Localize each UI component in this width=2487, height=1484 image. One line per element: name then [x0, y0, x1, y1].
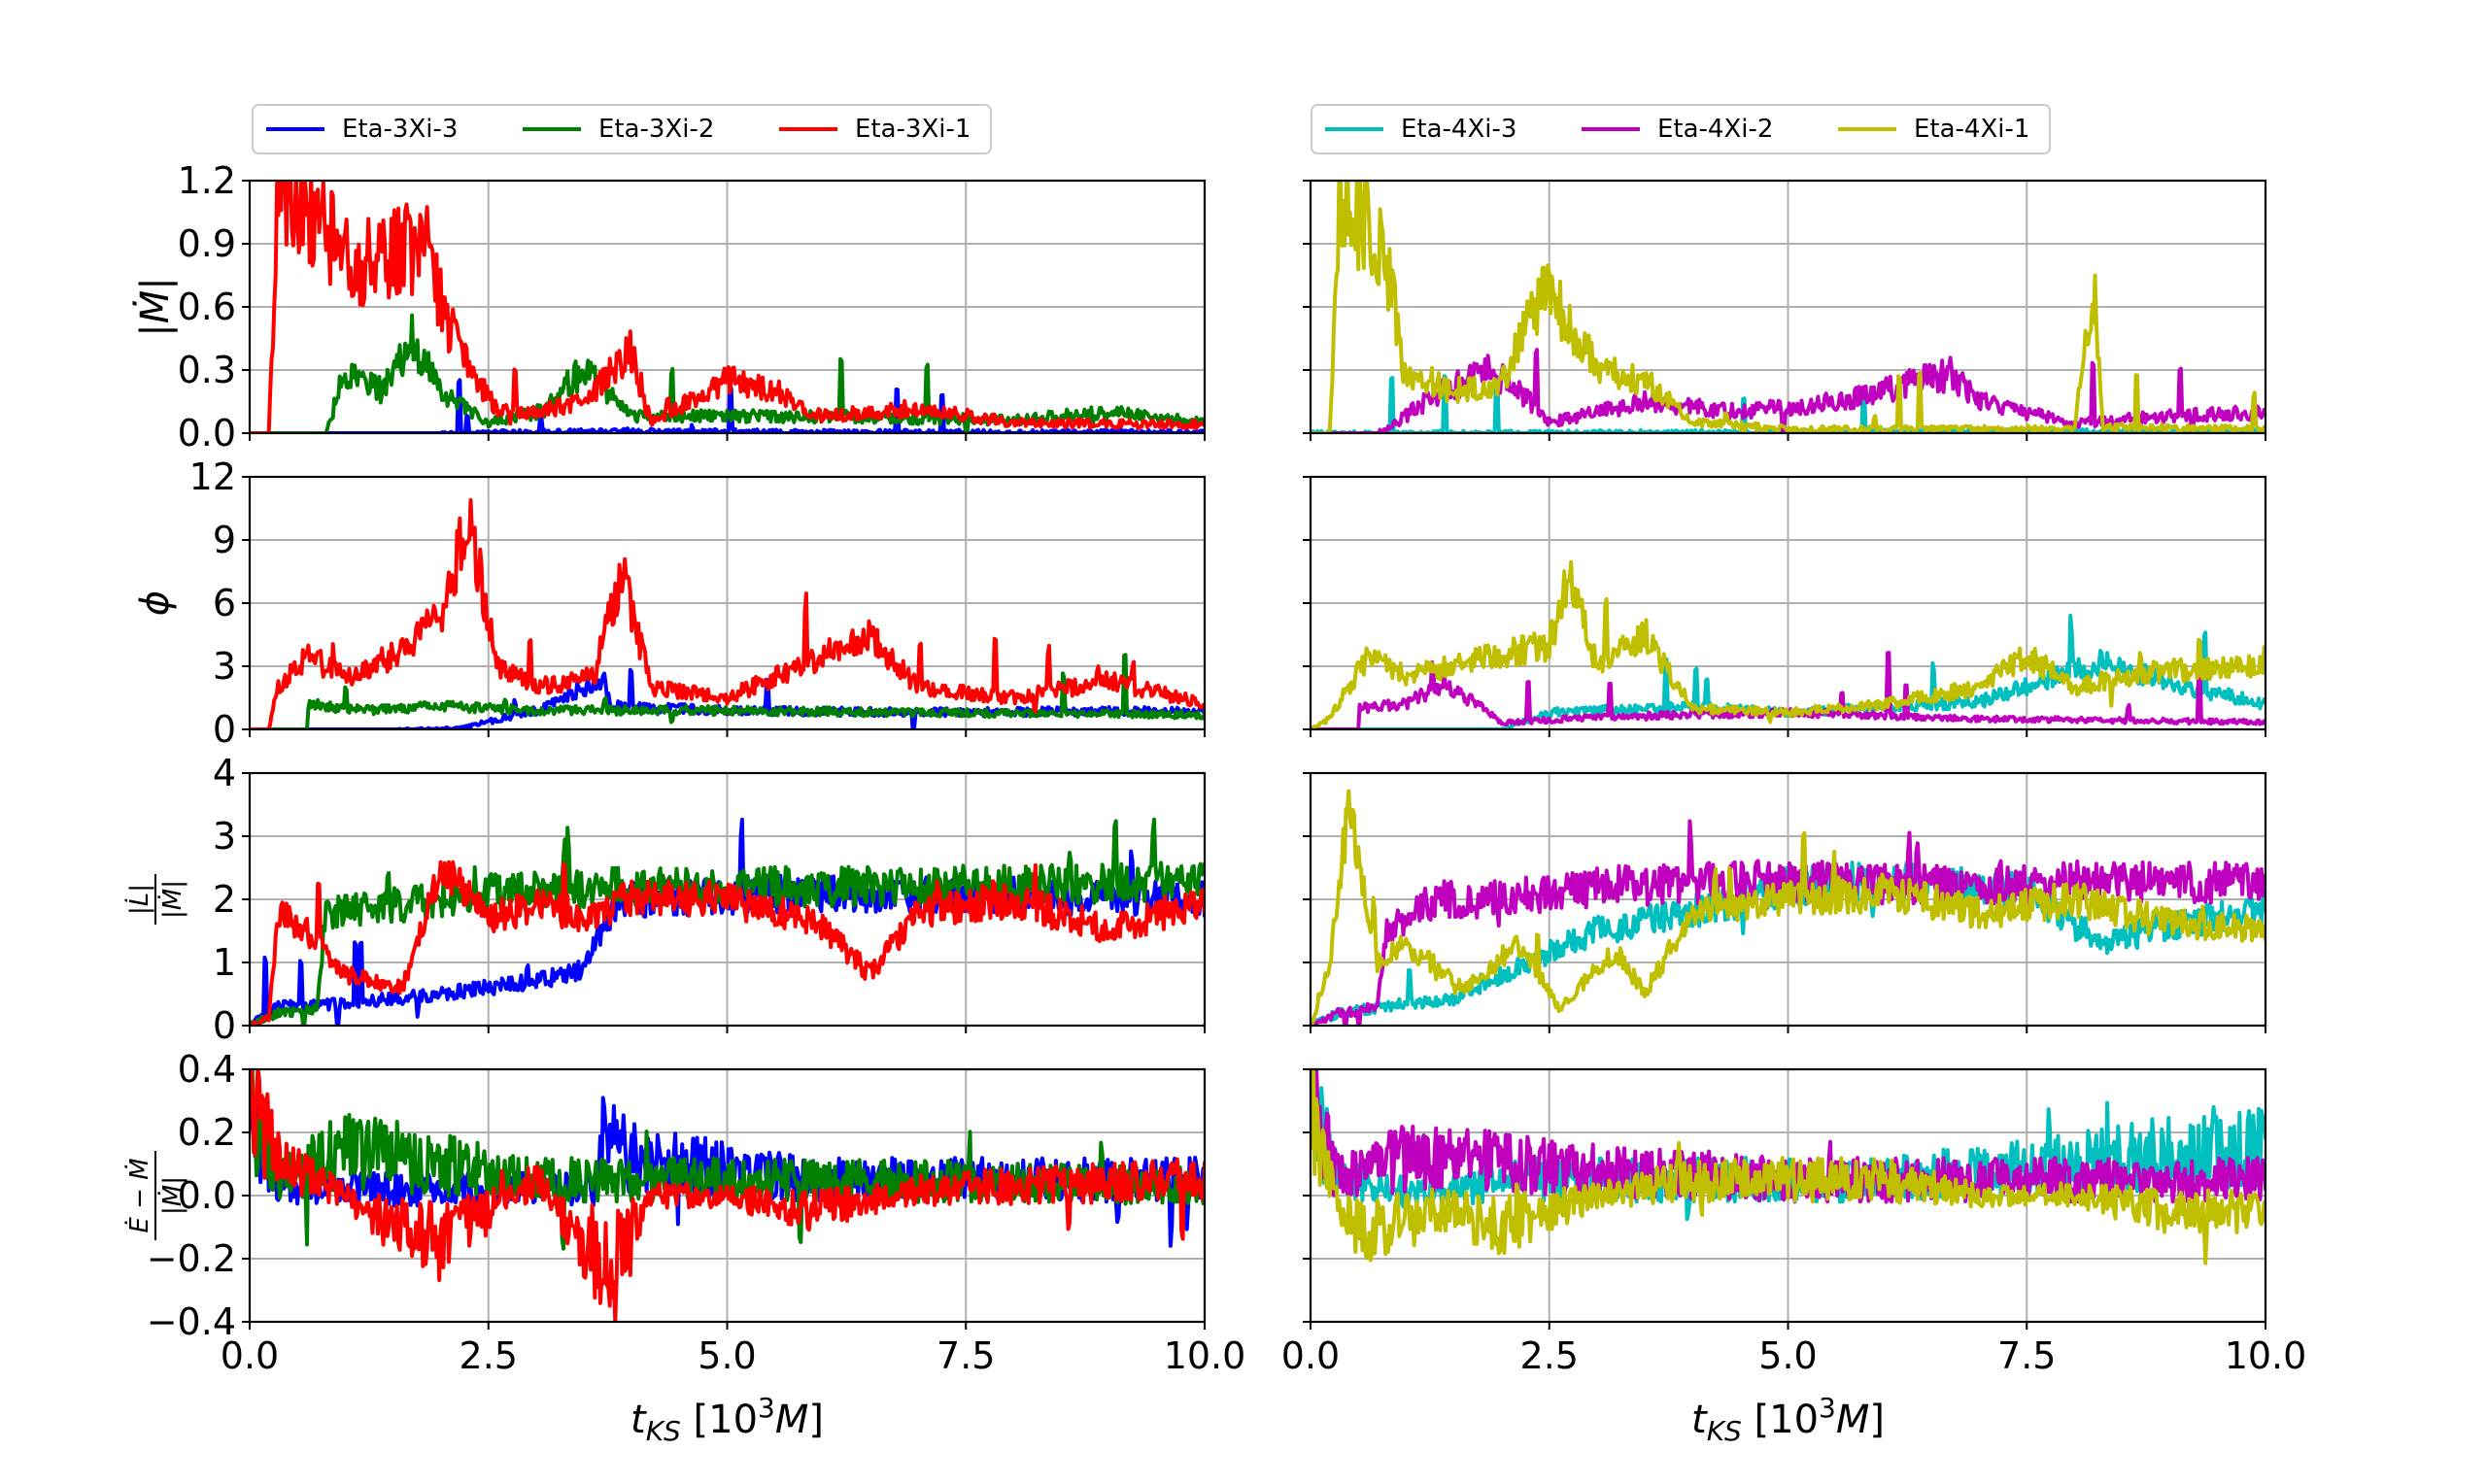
x-tick-label: 10.0 — [2225, 1334, 2307, 1377]
series-line-eta-3xi-1 — [250, 181, 1205, 433]
x-tick-label: 7.5 — [937, 1334, 995, 1377]
x-axis-label: tKS [103M] — [630, 1392, 824, 1447]
series-line-eta-3xi-2 — [250, 653, 1205, 729]
legend-label-eta-4xi-3: Eta-4Xi-3 — [1401, 115, 1516, 144]
panel-right-row-3 — [1303, 771, 2267, 1033]
y-tick-label: 3 — [213, 815, 236, 858]
x-tick-label: 2.5 — [1520, 1334, 1579, 1377]
y-axis-label: |L̇| |Ṁ| — [123, 874, 187, 925]
legend-left: Eta-3Xi-3 Eta-3Xi-2 Eta-3Xi-1 — [252, 104, 992, 154]
x-tick-label: 2.5 — [460, 1334, 518, 1377]
y-axis-label: Ė − Ṁ |Ṁ| — [123, 1151, 187, 1240]
legend-label-eta-3xi-3: Eta-3Xi-3 — [342, 115, 458, 144]
y-tick-label: 4 — [213, 752, 236, 794]
y-tick-label: 0.0 — [178, 1174, 236, 1217]
series-line-eta-3xi-2 — [250, 313, 1205, 433]
panel-right-row-1 — [1303, 179, 2267, 441]
y-label-denominator: |Ṁ| — [156, 880, 187, 919]
x-tick-label: 5.0 — [1758, 1334, 1817, 1377]
y-tick-label: 0.3 — [178, 349, 236, 391]
y-tick-label: 0.0 — [178, 412, 236, 455]
y-tick-label: −0.4 — [147, 1300, 236, 1343]
y-axis-label: |Ṁ| — [131, 277, 178, 336]
y-tick-label: 0 — [213, 708, 236, 751]
series-group — [250, 817, 1205, 1026]
y-tick-label: 0.4 — [178, 1048, 236, 1091]
panel-left-row-3: 0 1 2 3 4 |L̇| |Ṁ| — [123, 752, 1207, 1047]
panel-right-row-4: 0.0 2.5 5.0 7.5 10.0 — [1281, 1067, 2307, 1377]
legend-frame — [1311, 104, 2051, 154]
x-tick-label: 0.0 — [1281, 1334, 1340, 1377]
series-group — [1311, 789, 2266, 1026]
x-tick-label: 7.5 — [1997, 1334, 2056, 1377]
y-tick-label: 1.2 — [178, 159, 236, 202]
series-group — [1311, 559, 2266, 729]
panel-left-row-4: −0.4 −0.2 0.0 0.2 0.4 0.0 2.5 5.0 7.5 10.0 Ė − Ṁ |Ṁ… — [123, 1048, 1246, 1377]
x-tick-label: 5.0 — [698, 1334, 756, 1377]
y-tick-label: 2 — [213, 878, 236, 921]
y-tick-label: 9 — [213, 519, 236, 561]
panel-left-row-1: 0.0 0.3 0.6 0.9 1.2 |Ṁ| — [131, 159, 1207, 455]
legend-frame — [252, 104, 992, 154]
y-label-denominator: |Ṁ| — [156, 1176, 187, 1215]
series-group — [1311, 181, 2266, 433]
x-tick-label: 0.0 — [221, 1334, 279, 1377]
y-label-numerator: |L̇| — [123, 884, 154, 915]
y-tick-label: −0.2 — [147, 1237, 236, 1280]
y-tick-label: 0 — [213, 1004, 236, 1047]
series-line-eta-4xi-1 — [1311, 1069, 2266, 1265]
series-line-eta-3xi-1 — [250, 498, 1205, 729]
legend-label-eta-3xi-1: Eta-3Xi-1 — [855, 115, 971, 144]
legend-label-eta-4xi-2: Eta-4Xi-2 — [1657, 115, 1773, 144]
series-line-eta-4xi-1 — [1311, 181, 2266, 433]
y-tick-label: 1 — [213, 941, 236, 984]
series-line-eta-4xi-1 — [1311, 559, 2266, 729]
x-axis-label: tKS [103M] — [1691, 1392, 1885, 1447]
y-tick-label: 6 — [213, 582, 236, 624]
x-tick-label: 10.0 — [1164, 1334, 1246, 1377]
y-tick-label: 0.6 — [178, 286, 236, 328]
series-group — [1311, 1069, 2266, 1265]
y-tick-label: 12 — [189, 455, 236, 498]
panel-left-row-2: 0 3 6 9 12 ϕ — [133, 455, 1207, 751]
series-group — [250, 1069, 1205, 1322]
y-axis-label: ϕ — [133, 590, 178, 616]
y-tick-label: 3 — [213, 645, 236, 688]
panel-right-row-2 — [1303, 475, 2267, 737]
legend-label-eta-3xi-2: Eta-3Xi-2 — [598, 115, 714, 144]
legend-right: Eta-4Xi-3 Eta-4Xi-2 Eta-4Xi-1 — [1311, 104, 2051, 154]
series-line-eta-3xi-1 — [250, 860, 1205, 1026]
y-tick-label: 0.2 — [178, 1111, 236, 1154]
series-line-eta-4xi-1 — [1311, 789, 2266, 1026]
series-line-eta-4xi-3 — [1311, 374, 2266, 433]
legend-label-eta-4xi-1: Eta-4Xi-1 — [1914, 115, 2029, 144]
y-label-numerator: Ė − Ṁ — [123, 1158, 154, 1232]
x-axis-labels-group: tKS [103M] tKS [103M] — [630, 1392, 1885, 1447]
series-line-eta-3xi-1 — [250, 1069, 1205, 1322]
legends-group: Eta-3Xi-3 Eta-3Xi-2 Eta-3Xi-1 Eta-4Xi-3 Eta-… — [252, 104, 2051, 154]
y-tick-label: 0.9 — [178, 222, 236, 265]
